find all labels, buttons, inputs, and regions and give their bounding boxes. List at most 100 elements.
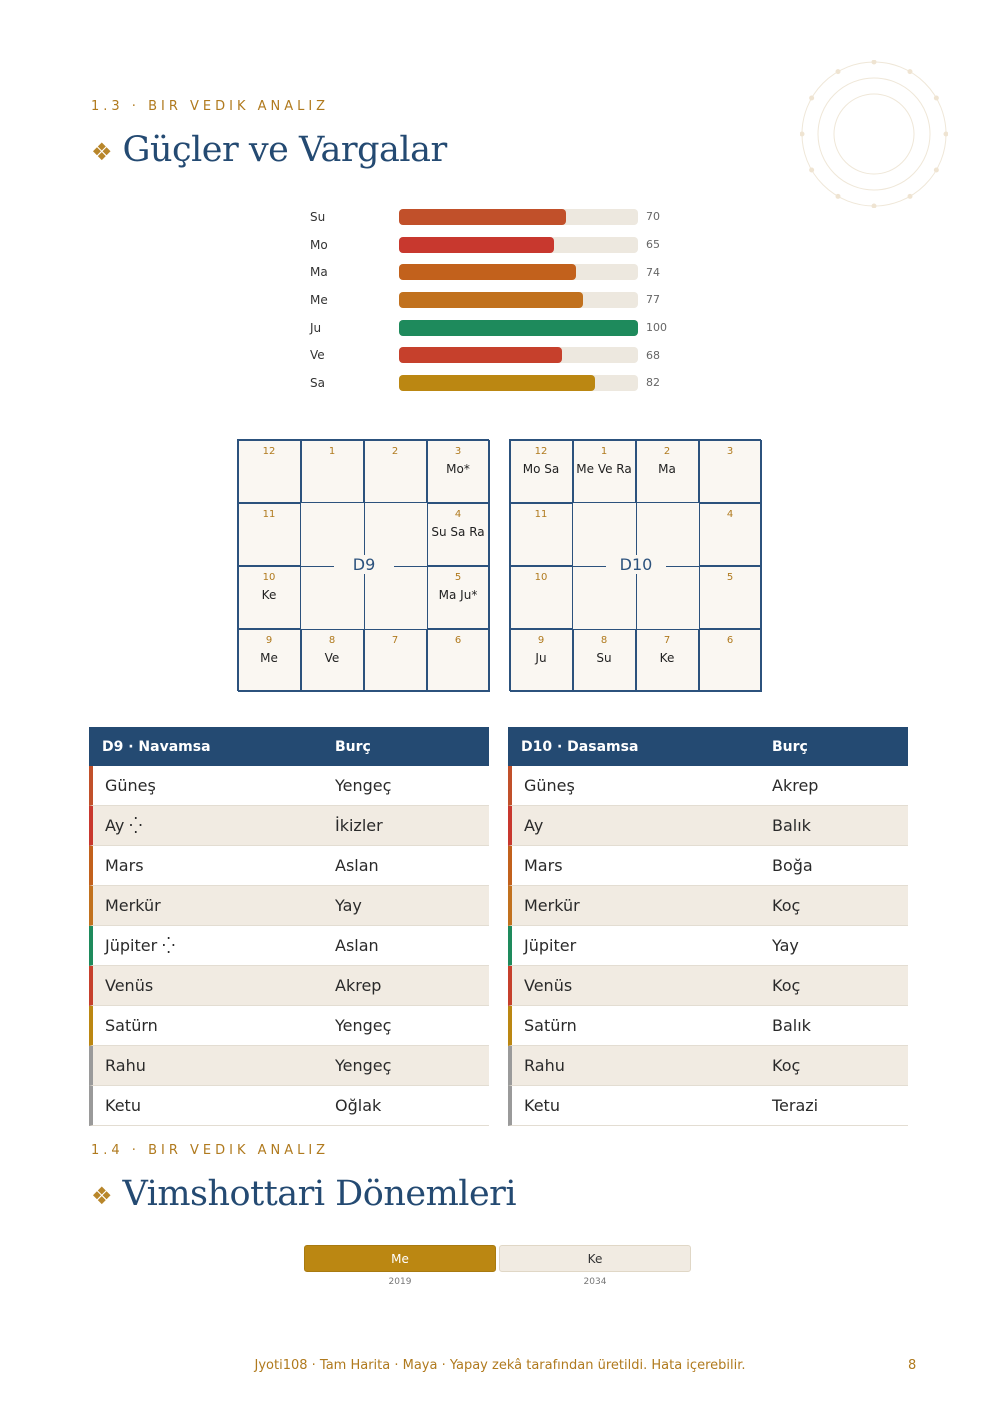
table-row: Mars Aslan bbox=[89, 846, 489, 886]
table-cell-planet: Jüpiter ⁛ bbox=[105, 936, 175, 955]
chart-house: 4 Su Sa Ra bbox=[426, 502, 490, 566]
table-row: Merkür Yay bbox=[89, 886, 489, 926]
house-planets: Me Ve Ra bbox=[576, 461, 632, 476]
chart-house: 7 bbox=[363, 628, 427, 692]
chart-house: 5 bbox=[698, 565, 762, 629]
strength-planet-label: Me bbox=[310, 292, 328, 307]
house-number: 3 bbox=[454, 445, 462, 457]
section-title-text: Güçler ve Vargalar bbox=[122, 130, 448, 170]
house-number: 2 bbox=[663, 445, 671, 457]
table-body: Güneş Akrep Ay Balık Mars Boğa Merkür Koç Jüpite… bbox=[508, 766, 908, 1126]
house-number: 9 bbox=[537, 634, 545, 646]
table-col-header: D9 · Navamsa bbox=[102, 738, 211, 755]
table-cell-planet: Jüpiter bbox=[524, 936, 577, 955]
house-number: 8 bbox=[600, 634, 608, 646]
house-planets: Ma Ju* bbox=[438, 587, 478, 602]
house-planets: Mo* bbox=[446, 461, 470, 476]
chart-house: 9 Ju bbox=[509, 628, 573, 692]
table-row: Satürn Balık bbox=[508, 1006, 908, 1046]
house-number: 11 bbox=[262, 508, 276, 520]
house-number: 4 bbox=[726, 508, 734, 520]
chart-house: 1 Me Ve Ra bbox=[572, 439, 636, 503]
chart-house: 2 bbox=[363, 439, 427, 503]
house-number: 6 bbox=[726, 634, 734, 646]
table-cell-sign: Aslan bbox=[335, 856, 379, 875]
table-cell-planet: Ay ⁛ bbox=[105, 816, 143, 835]
table-header: D10 · Dasamsa Burç bbox=[508, 727, 908, 766]
chart-house: 4 bbox=[698, 502, 762, 566]
strength-track bbox=[399, 208, 638, 225]
table-row: Ketu Terazi bbox=[508, 1086, 908, 1126]
house-planets: Me bbox=[260, 650, 278, 665]
table-cell-planet: Güneş bbox=[105, 776, 156, 795]
section-label: 1.3 · BIR VEDIK ANALIZ bbox=[91, 99, 330, 114]
house-number: 5 bbox=[726, 571, 734, 583]
chart-house: 3 Mo* bbox=[426, 439, 490, 503]
table-cell-sign: Yay bbox=[772, 936, 799, 955]
house-number: 12 bbox=[534, 445, 548, 457]
chart-house: 1 bbox=[300, 439, 364, 503]
page-number: 8 bbox=[908, 1358, 917, 1373]
table-row: Rahu Koç bbox=[508, 1046, 908, 1086]
table-cell-sign: Boğa bbox=[772, 856, 813, 875]
table-row: Mars Boğa bbox=[508, 846, 908, 886]
table-row: Venüs Akrep bbox=[89, 966, 489, 1006]
table-cell-planet: Venüs bbox=[105, 976, 154, 995]
table-cell-sign: Yengeç bbox=[335, 1056, 392, 1075]
house-number: 11 bbox=[534, 508, 548, 520]
table-cell-sign: Balık bbox=[772, 816, 811, 835]
strength-planet-label: Sa bbox=[310, 375, 325, 390]
table-row: Ketu Oğlak bbox=[89, 1086, 489, 1126]
house-number: 5 bbox=[454, 571, 462, 583]
strength-track bbox=[399, 236, 638, 253]
strength-track bbox=[399, 319, 638, 336]
chart-house: 11 bbox=[237, 502, 301, 566]
table-cell-planet: Ketu bbox=[524, 1096, 560, 1115]
table-cell-sign: Akrep bbox=[335, 976, 382, 995]
house-planets: Ke bbox=[659, 650, 675, 665]
strength-bars: Su 70 Mo 65 Ma 74 Me 77 Ju 100 Ve 68 Sa 82 bbox=[310, 203, 690, 397]
house-number: 7 bbox=[663, 634, 671, 646]
table-cell-planet: Satürn bbox=[524, 1016, 577, 1035]
section-title-2-text: Vimshottari Dönemleri bbox=[122, 1174, 517, 1214]
chart-house: 7 Ke bbox=[635, 628, 699, 692]
chart-house: 2 Ma bbox=[635, 439, 699, 503]
d10-table: D10 · Dasamsa Burç Güneş Akrep Ay Balık Mars Bo… bbox=[508, 727, 908, 1126]
house-number: 9 bbox=[265, 634, 273, 646]
strength-value: 68 bbox=[646, 348, 660, 362]
strength-row: Ma 74 bbox=[310, 258, 690, 286]
house-planets: Ke bbox=[261, 587, 277, 602]
chart-house: 6 bbox=[426, 628, 490, 692]
strength-fill bbox=[399, 291, 584, 308]
dasha-segment: Me bbox=[304, 1245, 496, 1272]
strength-value: 82 bbox=[646, 376, 660, 390]
dasha-segment: Ke bbox=[499, 1245, 691, 1272]
chart-name: D10 bbox=[606, 555, 666, 574]
house-planets: Su bbox=[596, 650, 612, 665]
table-cell-sign: Koç bbox=[772, 976, 801, 995]
strength-value: 70 bbox=[646, 210, 660, 224]
table-cell-sign: Balık bbox=[772, 1016, 811, 1035]
house-number: 3 bbox=[726, 445, 734, 457]
table-cell-sign: İkizler bbox=[335, 816, 383, 835]
strength-fill bbox=[399, 319, 638, 336]
chart-house: 9 Me bbox=[237, 628, 301, 692]
table-row: Rahu Yengeç bbox=[89, 1046, 489, 1086]
table-cell-planet: Merkür bbox=[524, 896, 580, 915]
strength-planet-label: Mo bbox=[310, 237, 328, 252]
chart-house: 12 Mo Sa bbox=[509, 439, 573, 503]
chart-house: 12 bbox=[237, 439, 301, 503]
house-planets: Ve bbox=[324, 650, 340, 665]
strength-row: Mo 65 bbox=[310, 231, 690, 259]
table-cell-sign: Yengeç bbox=[335, 1016, 392, 1035]
chart-center: D9 bbox=[301, 503, 427, 629]
house-planets: Ju bbox=[535, 650, 547, 665]
house-number: 7 bbox=[391, 634, 399, 646]
strength-planet-label: Ju bbox=[310, 320, 322, 335]
table-row: Venüs Koç bbox=[508, 966, 908, 1006]
table-row: Merkür Koç bbox=[508, 886, 908, 926]
table-row: Jüpiter Yay bbox=[508, 926, 908, 966]
d9-chart: 1 2 3 Mo* 4 Su Sa Ra 5 Ma Ju* 6 7 8 Ve 9 Me 10 Ke 11 12 D9 bbox=[237, 439, 490, 692]
house-number: 10 bbox=[262, 571, 276, 583]
strength-track bbox=[399, 347, 638, 364]
